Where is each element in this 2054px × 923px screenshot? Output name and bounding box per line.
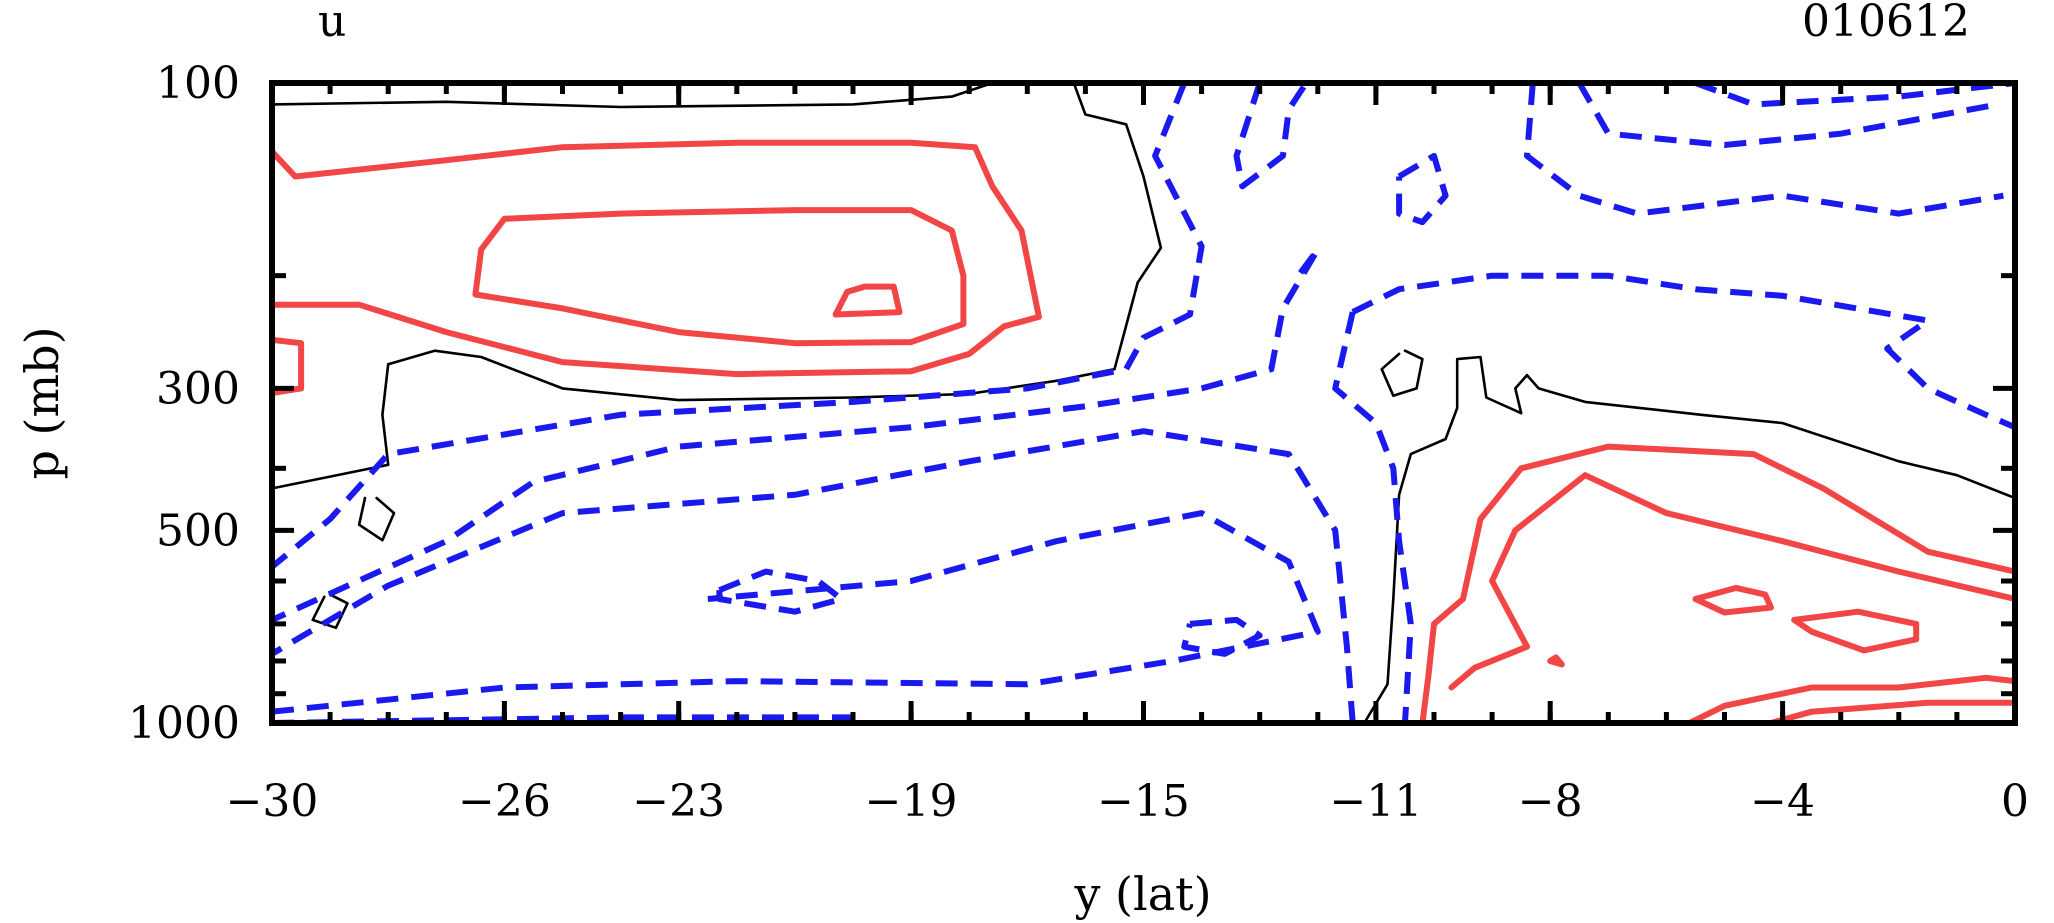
contour-dashed-4 <box>1332 311 1414 723</box>
x-tick-label: −30 <box>226 776 319 827</box>
contour-dashed-6 <box>272 510 1321 715</box>
contour-solid-thick-10 <box>1768 699 2015 723</box>
contour-dashed-2 <box>272 246 1321 623</box>
contour-dashed-7 <box>716 568 845 615</box>
y-tick-label: 1000 <box>128 698 240 749</box>
contour-solid-thick-8 <box>1547 654 1565 668</box>
contour-solid-thick-1 <box>472 207 967 347</box>
contour-solid-thick-5 <box>1448 472 2015 691</box>
contour-solid-thin-3 <box>311 593 349 630</box>
y-axis-label: p (mb) <box>15 326 69 479</box>
contour-dashed-8 <box>1181 616 1263 657</box>
contour-solid-thin-4 <box>1380 349 1424 397</box>
x-tick-label: −26 <box>458 776 551 827</box>
contour-dashed-3 <box>1351 272 2015 430</box>
x-tick-labels: −30 −26 −23 −19 −15 −11 −8 −4 0 <box>226 776 2029 827</box>
contour-solid-thick-2 <box>832 283 903 318</box>
x-axis-label: y (lat) <box>1073 867 1211 921</box>
contour-solid-thick-0 <box>272 139 1042 378</box>
y-tick-label: 300 <box>156 363 240 414</box>
contour-dashed-0 <box>272 83 1205 570</box>
contour-solid-thin-0 <box>272 83 994 109</box>
contour-dashed-12 <box>1694 83 2015 108</box>
contour-solid-thin-5 <box>1363 355 2015 723</box>
x-tick-label: −4 <box>1750 776 1815 827</box>
contour-dashed-9 <box>1396 152 1449 226</box>
contour-dashed-1 <box>1233 83 1309 190</box>
y-tick-label: 100 <box>156 58 240 109</box>
contour-solid-thick-7 <box>1791 608 1920 654</box>
plot-frame <box>269 80 2018 726</box>
x-tick-label: −11 <box>1329 776 1422 827</box>
date-label: 010612 <box>1802 0 1970 47</box>
contour-dashed-10 <box>1524 83 2004 217</box>
x-tick-label: −23 <box>632 776 725 827</box>
contour-solid-thick-3 <box>272 336 305 396</box>
contour-solid-thin-1 <box>272 83 1163 490</box>
x-tick-label: −19 <box>865 776 958 827</box>
contour-dashed-11 <box>1576 83 1999 148</box>
x-tick-label: −8 <box>1518 776 1583 827</box>
chart-title: u <box>318 0 346 47</box>
contour-solid-thick-6 <box>1692 584 1774 616</box>
x-tick-label: 0 <box>2001 776 2029 827</box>
y-tick-label: 500 <box>156 505 240 556</box>
x-tick-label: −15 <box>1097 776 1190 827</box>
y-tick-labels: 100 300 500 1000 <box>128 58 240 749</box>
contour-solid-thick-4 <box>1419 443 2015 723</box>
contour-solid-thin-2 <box>357 496 396 542</box>
contour-solid-thick-9 <box>1686 674 2015 723</box>
contour-lines <box>272 83 2015 723</box>
